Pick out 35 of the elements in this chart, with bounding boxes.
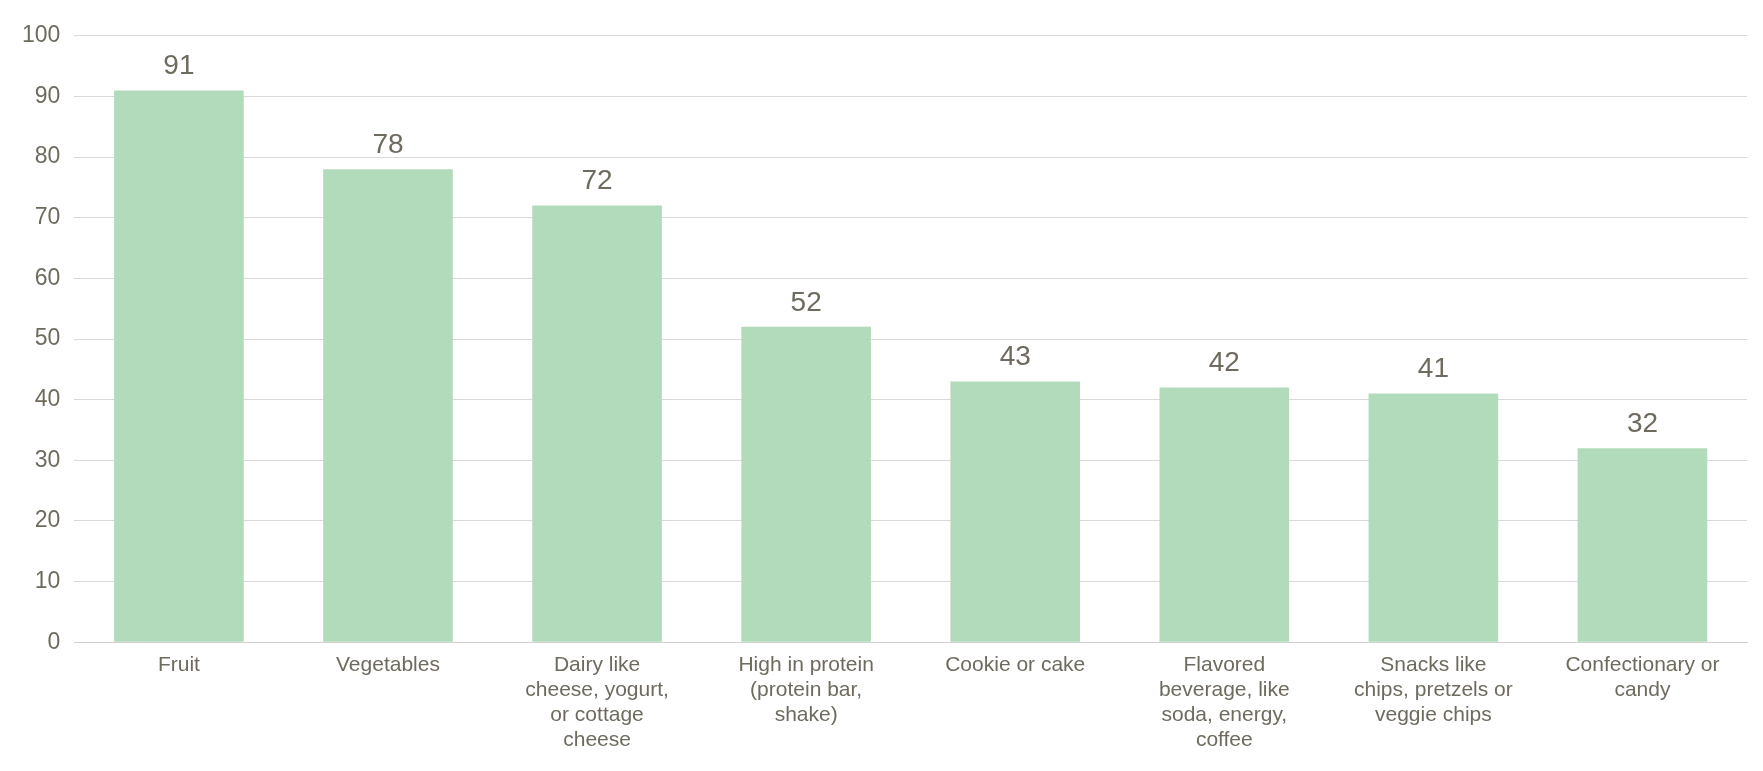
y-tick-label: 0 xyxy=(47,627,61,654)
y-tick-label: 60 xyxy=(34,263,61,290)
x-tick-label: Snacks like chips, pretzels or veggie chips xyxy=(1354,651,1513,725)
y-tick-label: 30 xyxy=(34,445,61,472)
data-label: 52 xyxy=(790,285,822,317)
y-tick-label: 40 xyxy=(34,384,61,411)
bar xyxy=(1368,393,1499,642)
y-tick-label: 50 xyxy=(34,324,61,351)
bar xyxy=(532,205,662,642)
x-tick-label: Cookie or cake xyxy=(945,651,1086,675)
bar xyxy=(114,90,244,642)
y-tick-label: 70 xyxy=(34,203,61,230)
x-tick-label: Confectionary or candy xyxy=(1565,651,1720,700)
bar xyxy=(1159,387,1290,642)
bar xyxy=(950,381,1081,642)
y-tick-label: 80 xyxy=(34,142,61,169)
y-tick-label: 100 xyxy=(22,21,61,48)
data-label: 32 xyxy=(1626,406,1659,438)
x-tick-label: Flavored beverage, like soda, energy, coffee xyxy=(1158,651,1290,751)
bar xyxy=(741,326,871,642)
bar xyxy=(1577,448,1708,642)
y-tick-label: 10 xyxy=(34,566,61,593)
x-tick-label: Vegetables xyxy=(336,651,440,675)
x-tick-label: Dairy like cheese, yogurt, or cottage cheese xyxy=(525,651,669,751)
bar xyxy=(323,169,453,642)
y-tick-label: 20 xyxy=(34,506,61,533)
y-tick-label: 90 xyxy=(34,81,61,108)
x-tick-label: Fruit xyxy=(157,651,201,675)
data-label: 41 xyxy=(1417,352,1449,384)
x-tick-label: High in protein (protein bar, shake) xyxy=(738,651,874,725)
data-label: 91 xyxy=(163,49,195,81)
data-label: 43 xyxy=(999,340,1031,372)
data-label: 78 xyxy=(372,127,404,159)
data-label: 72 xyxy=(581,164,613,196)
data-label: 42 xyxy=(1208,346,1240,378)
